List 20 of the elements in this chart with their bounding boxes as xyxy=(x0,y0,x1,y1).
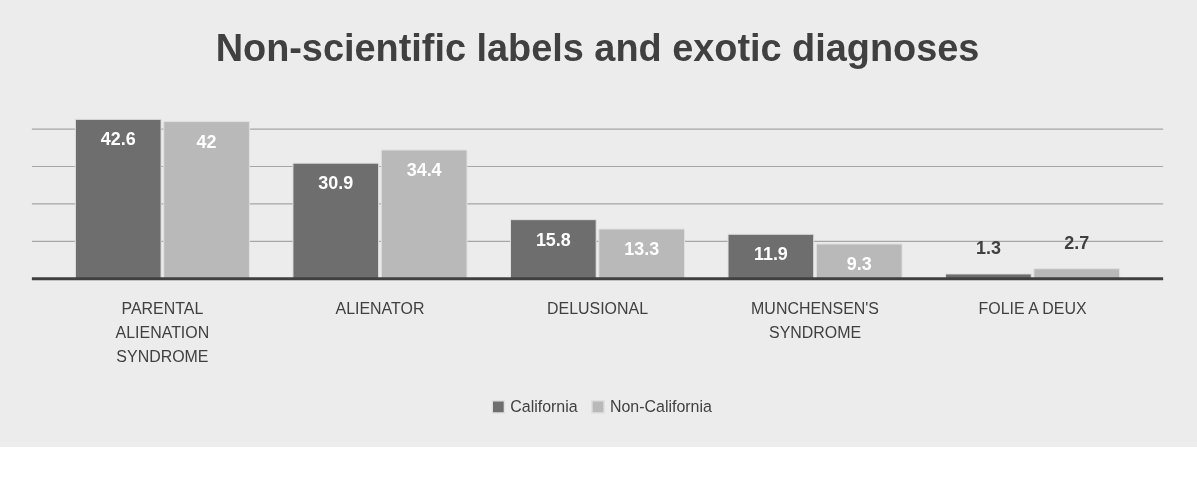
data-label: 34.4 xyxy=(406,159,442,180)
bar xyxy=(380,149,468,280)
bar xyxy=(292,162,380,280)
data-label: 15.8 xyxy=(535,229,571,250)
data-label: 42 xyxy=(196,131,217,152)
x-tick-label: MUNCHENSEN'S SYNDROME xyxy=(751,300,879,342)
data-label: 1.3 xyxy=(975,238,1001,259)
x-tick-label: FOLIE A DEUX xyxy=(978,300,1087,318)
data-label: 11.9 xyxy=(753,244,788,265)
data-label: 42.6 xyxy=(100,129,136,150)
data-label: 9.3 xyxy=(846,253,872,274)
x-tick-label: ALIENATOR xyxy=(335,300,425,318)
x-tick-label: PARENTAL ALIENATION SYNDROME xyxy=(115,300,210,366)
data-label: 30.9 xyxy=(318,173,354,194)
data-label: 2.7 xyxy=(1064,232,1090,253)
x-tick-label: DELUSIONAL xyxy=(547,300,649,318)
legend-label: Non-California xyxy=(609,397,712,415)
data-label: 13.3 xyxy=(624,238,660,259)
chart-title: Non-scientific labels and exotic diagnoses xyxy=(215,27,980,70)
legend-label: California xyxy=(510,397,578,415)
